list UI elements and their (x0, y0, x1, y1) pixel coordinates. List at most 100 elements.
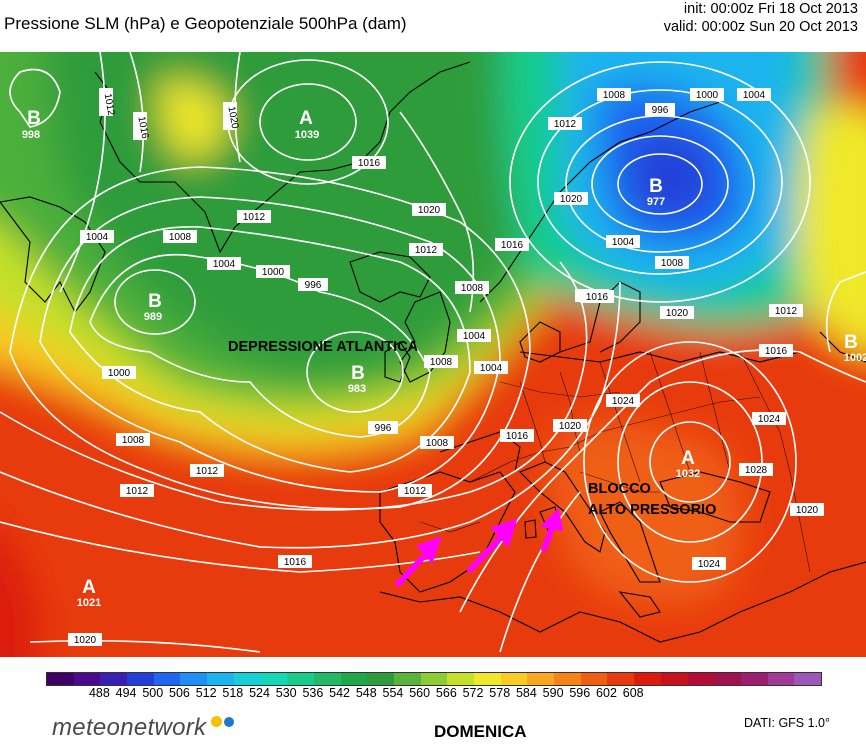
color-swatch (393, 673, 421, 685)
isobar-label: 1016 (580, 290, 614, 303)
isobar-label: 996 (298, 278, 328, 291)
scale-label: 578 (489, 686, 511, 700)
isobar-label: 1016 (500, 429, 534, 442)
valid-time: valid: 00:00z Sun 20 Oct 2013 (663, 19, 858, 35)
svg-text:1020: 1020 (418, 205, 441, 216)
svg-text:1020: 1020 (666, 308, 689, 319)
color-swatch (367, 673, 394, 685)
scale-label: 572 (462, 686, 484, 700)
svg-text:1004: 1004 (612, 237, 635, 248)
color-swatch (73, 673, 101, 685)
svg-text:989: 989 (144, 311, 162, 323)
scale-label: 566 (435, 686, 457, 700)
svg-text:B: B (148, 291, 162, 312)
svg-text:1016: 1016 (506, 431, 529, 442)
annotation-block-1: BLOCCO (588, 481, 651, 497)
svg-text:1039: 1039 (295, 129, 319, 141)
svg-text:996: 996 (375, 423, 392, 434)
scale-label: 530 (275, 686, 297, 700)
scale-label: 542 (329, 686, 351, 700)
isobar-label: 1012 (398, 484, 432, 497)
svg-text:1016: 1016 (358, 158, 381, 169)
color-swatch (740, 673, 768, 685)
color-swatch (340, 673, 368, 685)
isobar-label: 1016 (352, 156, 386, 169)
svg-text:998: 998 (22, 129, 40, 141)
svg-text:1002: 1002 (844, 352, 866, 364)
chart-title: Pressione SLM (hPa) e Geopotenziale 500h… (4, 14, 407, 33)
isobar-label: 1020 (553, 419, 587, 432)
isobar-label: 1012 (120, 484, 154, 497)
color-swatch (47, 673, 74, 685)
logo-blue-dot-icon (224, 717, 234, 727)
svg-text:1004: 1004 (86, 232, 109, 243)
color-scale-labels: 488 494 500 506 512 518 524 530 536 542 548 554 560 5… (46, 686, 820, 702)
svg-text:996: 996 (305, 280, 322, 291)
flow-arrow (539, 507, 564, 552)
svg-text:977: 977 (647, 196, 665, 208)
svg-text:1000: 1000 (696, 90, 719, 101)
svg-text:1024: 1024 (698, 559, 721, 570)
scale-label: 584 (515, 686, 537, 700)
scale-label: 554 (382, 686, 404, 700)
scale-label: 590 (542, 686, 564, 700)
color-swatch (794, 673, 821, 685)
svg-text:B: B (844, 332, 858, 353)
flow-arrow (467, 518, 518, 573)
color-swatch (474, 673, 501, 685)
svg-text:1016: 1016 (765, 346, 788, 357)
color-swatch (527, 673, 555, 685)
isobar-label: 1004 (207, 257, 241, 270)
isobar-label: 1000 (102, 366, 136, 379)
svg-text:1020: 1020 (559, 421, 582, 432)
svg-text:1016: 1016 (284, 557, 307, 568)
scale-label: 494 (115, 686, 137, 700)
isobar-label: 996 (368, 421, 398, 434)
color-swatch (580, 673, 608, 685)
color-swatch (287, 673, 314, 685)
svg-text:1012: 1012 (243, 212, 266, 223)
annotation-low: DEPRESSIONE ATLANTICA (228, 339, 419, 355)
scale-label: 560 (409, 686, 431, 700)
isobar-label: 1008 (424, 355, 458, 368)
color-swatch (500, 673, 528, 685)
color-swatch (313, 673, 341, 685)
svg-text:1012: 1012 (775, 306, 798, 317)
color-swatch (447, 673, 474, 685)
svg-text:996: 996 (652, 105, 669, 116)
isobar-label: 1004 (457, 329, 491, 342)
scale-label: 536 (302, 686, 324, 700)
svg-text:1008: 1008 (430, 357, 453, 368)
isobar-label: 1020 (554, 192, 588, 205)
isobar-label: 1016 (495, 238, 529, 251)
svg-text:1008: 1008 (461, 283, 484, 294)
isobar-label: 1004 (606, 235, 640, 248)
annotation-block-2: ALTO PRESSORIO (588, 502, 716, 518)
svg-text:1020: 1020 (74, 635, 97, 646)
init-time: init: 00:00z Fri 18 Oct 2013 (683, 1, 858, 17)
isobar-label: 1012 (769, 304, 803, 317)
isobar-label: 1024 (752, 412, 786, 425)
color-swatch (634, 673, 661, 685)
svg-text:A: A (299, 108, 313, 129)
isobar-label: 1000 (256, 265, 290, 278)
svg-text:1016: 1016 (586, 292, 609, 303)
svg-text:1024: 1024 (612, 396, 635, 407)
isobar-label: 1012 (409, 243, 443, 256)
svg-text:B: B (27, 108, 41, 129)
isobar-label: 1024 (692, 557, 726, 570)
scale-label: 488 (88, 686, 110, 700)
svg-text:1008: 1008 (169, 232, 192, 243)
isobar-label: 1020 (223, 102, 240, 130)
svg-text:1032: 1032 (676, 468, 700, 480)
isobar-label: 1012 (237, 210, 271, 223)
svg-text:1004: 1004 (463, 331, 486, 342)
scale-label: 596 (569, 686, 591, 700)
svg-text:1024: 1024 (758, 414, 781, 425)
